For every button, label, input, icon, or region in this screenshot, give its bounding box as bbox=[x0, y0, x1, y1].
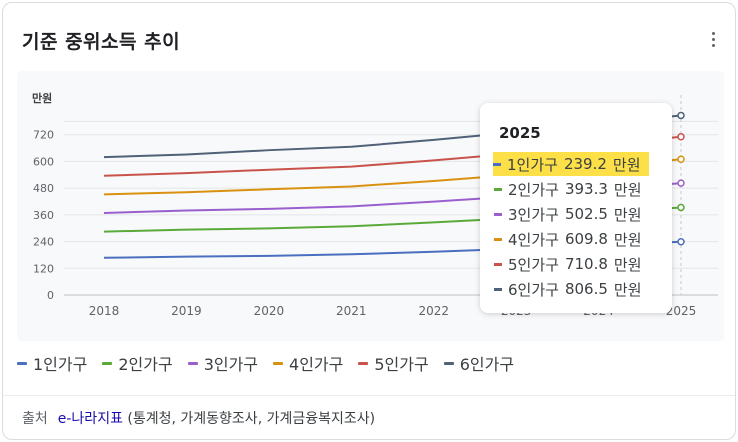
y-tick-label: 360 bbox=[33, 209, 54, 222]
tooltip-unit: 만원 bbox=[613, 255, 642, 274]
card-title: 기준 중위소득 추이 bbox=[22, 31, 181, 53]
data-point bbox=[677, 179, 685, 187]
source-label: 출처 bbox=[22, 411, 48, 427]
legend-label: 5인가구 bbox=[374, 355, 429, 374]
tooltip-value: 806.5 bbox=[564, 280, 608, 298]
tooltip-value: 609.8 bbox=[564, 230, 608, 248]
legend-swatch bbox=[358, 361, 369, 365]
tooltip-swatch bbox=[494, 262, 502, 266]
tooltip-value: 502.5 bbox=[564, 205, 608, 223]
legend-item-6[interactable]: 6인가구 bbox=[443, 351, 515, 375]
tooltip-label: 1인가구 bbox=[507, 155, 558, 174]
tooltip-label: 6인가구 bbox=[508, 280, 559, 299]
legend-item-1[interactable]: 1인가구 bbox=[17, 351, 87, 375]
y-tick-label: 240 bbox=[33, 236, 54, 249]
legend-item-5[interactable]: 5인가구 bbox=[358, 351, 429, 375]
x-tick-label: 2020 bbox=[254, 304, 285, 318]
chart-legend: 1인가구 2인가구 3인가구 4인가구 5인가구 6인가구 bbox=[17, 351, 529, 375]
tooltip-year: 2025 bbox=[499, 124, 541, 142]
tooltip-value: 710.8 bbox=[564, 255, 608, 273]
x-tick-label: 2022 bbox=[418, 304, 449, 318]
legend-label: 3인가구 bbox=[203, 355, 259, 374]
tooltip-swatch bbox=[494, 187, 502, 191]
y-tick-label: 720 bbox=[33, 129, 54, 142]
tooltip-unit: 만원 bbox=[613, 180, 642, 199]
x-tick-label: 2018 bbox=[89, 304, 120, 318]
legend-label: 1인가구 bbox=[33, 355, 88, 374]
tooltip-label: 4인가구 bbox=[508, 230, 559, 249]
tooltip-label: 5인가구 bbox=[508, 255, 559, 274]
x-tick-label: 2019 bbox=[171, 304, 202, 318]
legend-item-4[interactable]: 4인가구 bbox=[273, 351, 343, 375]
tooltip-unit: 만원 bbox=[612, 155, 641, 174]
y-tick-label: 120 bbox=[33, 262, 54, 275]
legend-swatch bbox=[273, 361, 284, 365]
y-tick-label: 480 bbox=[33, 182, 54, 195]
y-tick-label: 0 bbox=[47, 289, 54, 302]
legend-swatch bbox=[443, 361, 454, 365]
tooltip-label: 2인가구 bbox=[508, 180, 559, 199]
tooltip-swatch bbox=[494, 287, 502, 291]
source-detail: (통계청, 가계동향조사, 가계금융복지조사) bbox=[127, 411, 376, 427]
tooltip-row-3: 3인가구 502.5 만원 bbox=[494, 202, 642, 226]
tooltip-row-1: 1인가구 239.2 만원 bbox=[493, 152, 649, 176]
legend-swatch bbox=[102, 361, 113, 365]
y-tick-label: 600 bbox=[33, 155, 54, 168]
source-line: 출처 e-나라지표 (통계청, 가계동향조사, 가계금융복지조사) bbox=[22, 408, 375, 428]
chart-tooltip: 2025 1인가구 239.2 만원 2인가구 393.3 만원 3인가구 502.5 만원… bbox=[480, 103, 672, 313]
tooltip-label: 3인가구 bbox=[508, 205, 559, 224]
tooltip-unit: 만원 bbox=[613, 205, 642, 224]
x-tick-label: 2021 bbox=[336, 304, 367, 318]
data-point bbox=[677, 237, 685, 246]
divider bbox=[3, 395, 735, 396]
data-point bbox=[677, 203, 685, 212]
y-unit-label: 만원 bbox=[32, 91, 52, 105]
tooltip-row-6: 6인가구 806.5 만원 bbox=[494, 277, 642, 301]
legend-swatch bbox=[187, 361, 198, 365]
source-link[interactable]: e-나라지표 bbox=[57, 411, 123, 427]
tooltip-row-4: 4인가구 609.8 만원 bbox=[494, 227, 642, 251]
tooltip-swatch bbox=[493, 162, 501, 166]
tooltip-unit: 만원 bbox=[613, 230, 642, 249]
tooltip-value: 393.3 bbox=[564, 180, 608, 198]
legend-label: 2인가구 bbox=[118, 355, 173, 374]
legend-item-3[interactable]: 3인가구 bbox=[187, 351, 259, 375]
tooltip-row-2: 2인가구 393.3 만원 bbox=[494, 177, 642, 201]
data-point bbox=[677, 133, 685, 141]
tooltip-unit: 만원 bbox=[613, 280, 642, 299]
data-point bbox=[677, 155, 685, 163]
data-point bbox=[677, 111, 685, 120]
tooltip-row-5: 5인가구 710.8 만원 bbox=[494, 252, 642, 276]
legend-item-2[interactable]: 2인가구 bbox=[102, 351, 173, 375]
tooltip-value: 239.2 bbox=[563, 155, 607, 173]
legend-label: 4인가구 bbox=[289, 355, 344, 374]
more-vert-icon[interactable] bbox=[705, 29, 721, 53]
legend-swatch bbox=[17, 361, 27, 365]
x-tick-label: 2025 bbox=[666, 304, 697, 318]
tooltip-swatch bbox=[494, 237, 502, 241]
legend-label: 6인가구 bbox=[459, 355, 515, 374]
tooltip-swatch bbox=[494, 212, 502, 216]
